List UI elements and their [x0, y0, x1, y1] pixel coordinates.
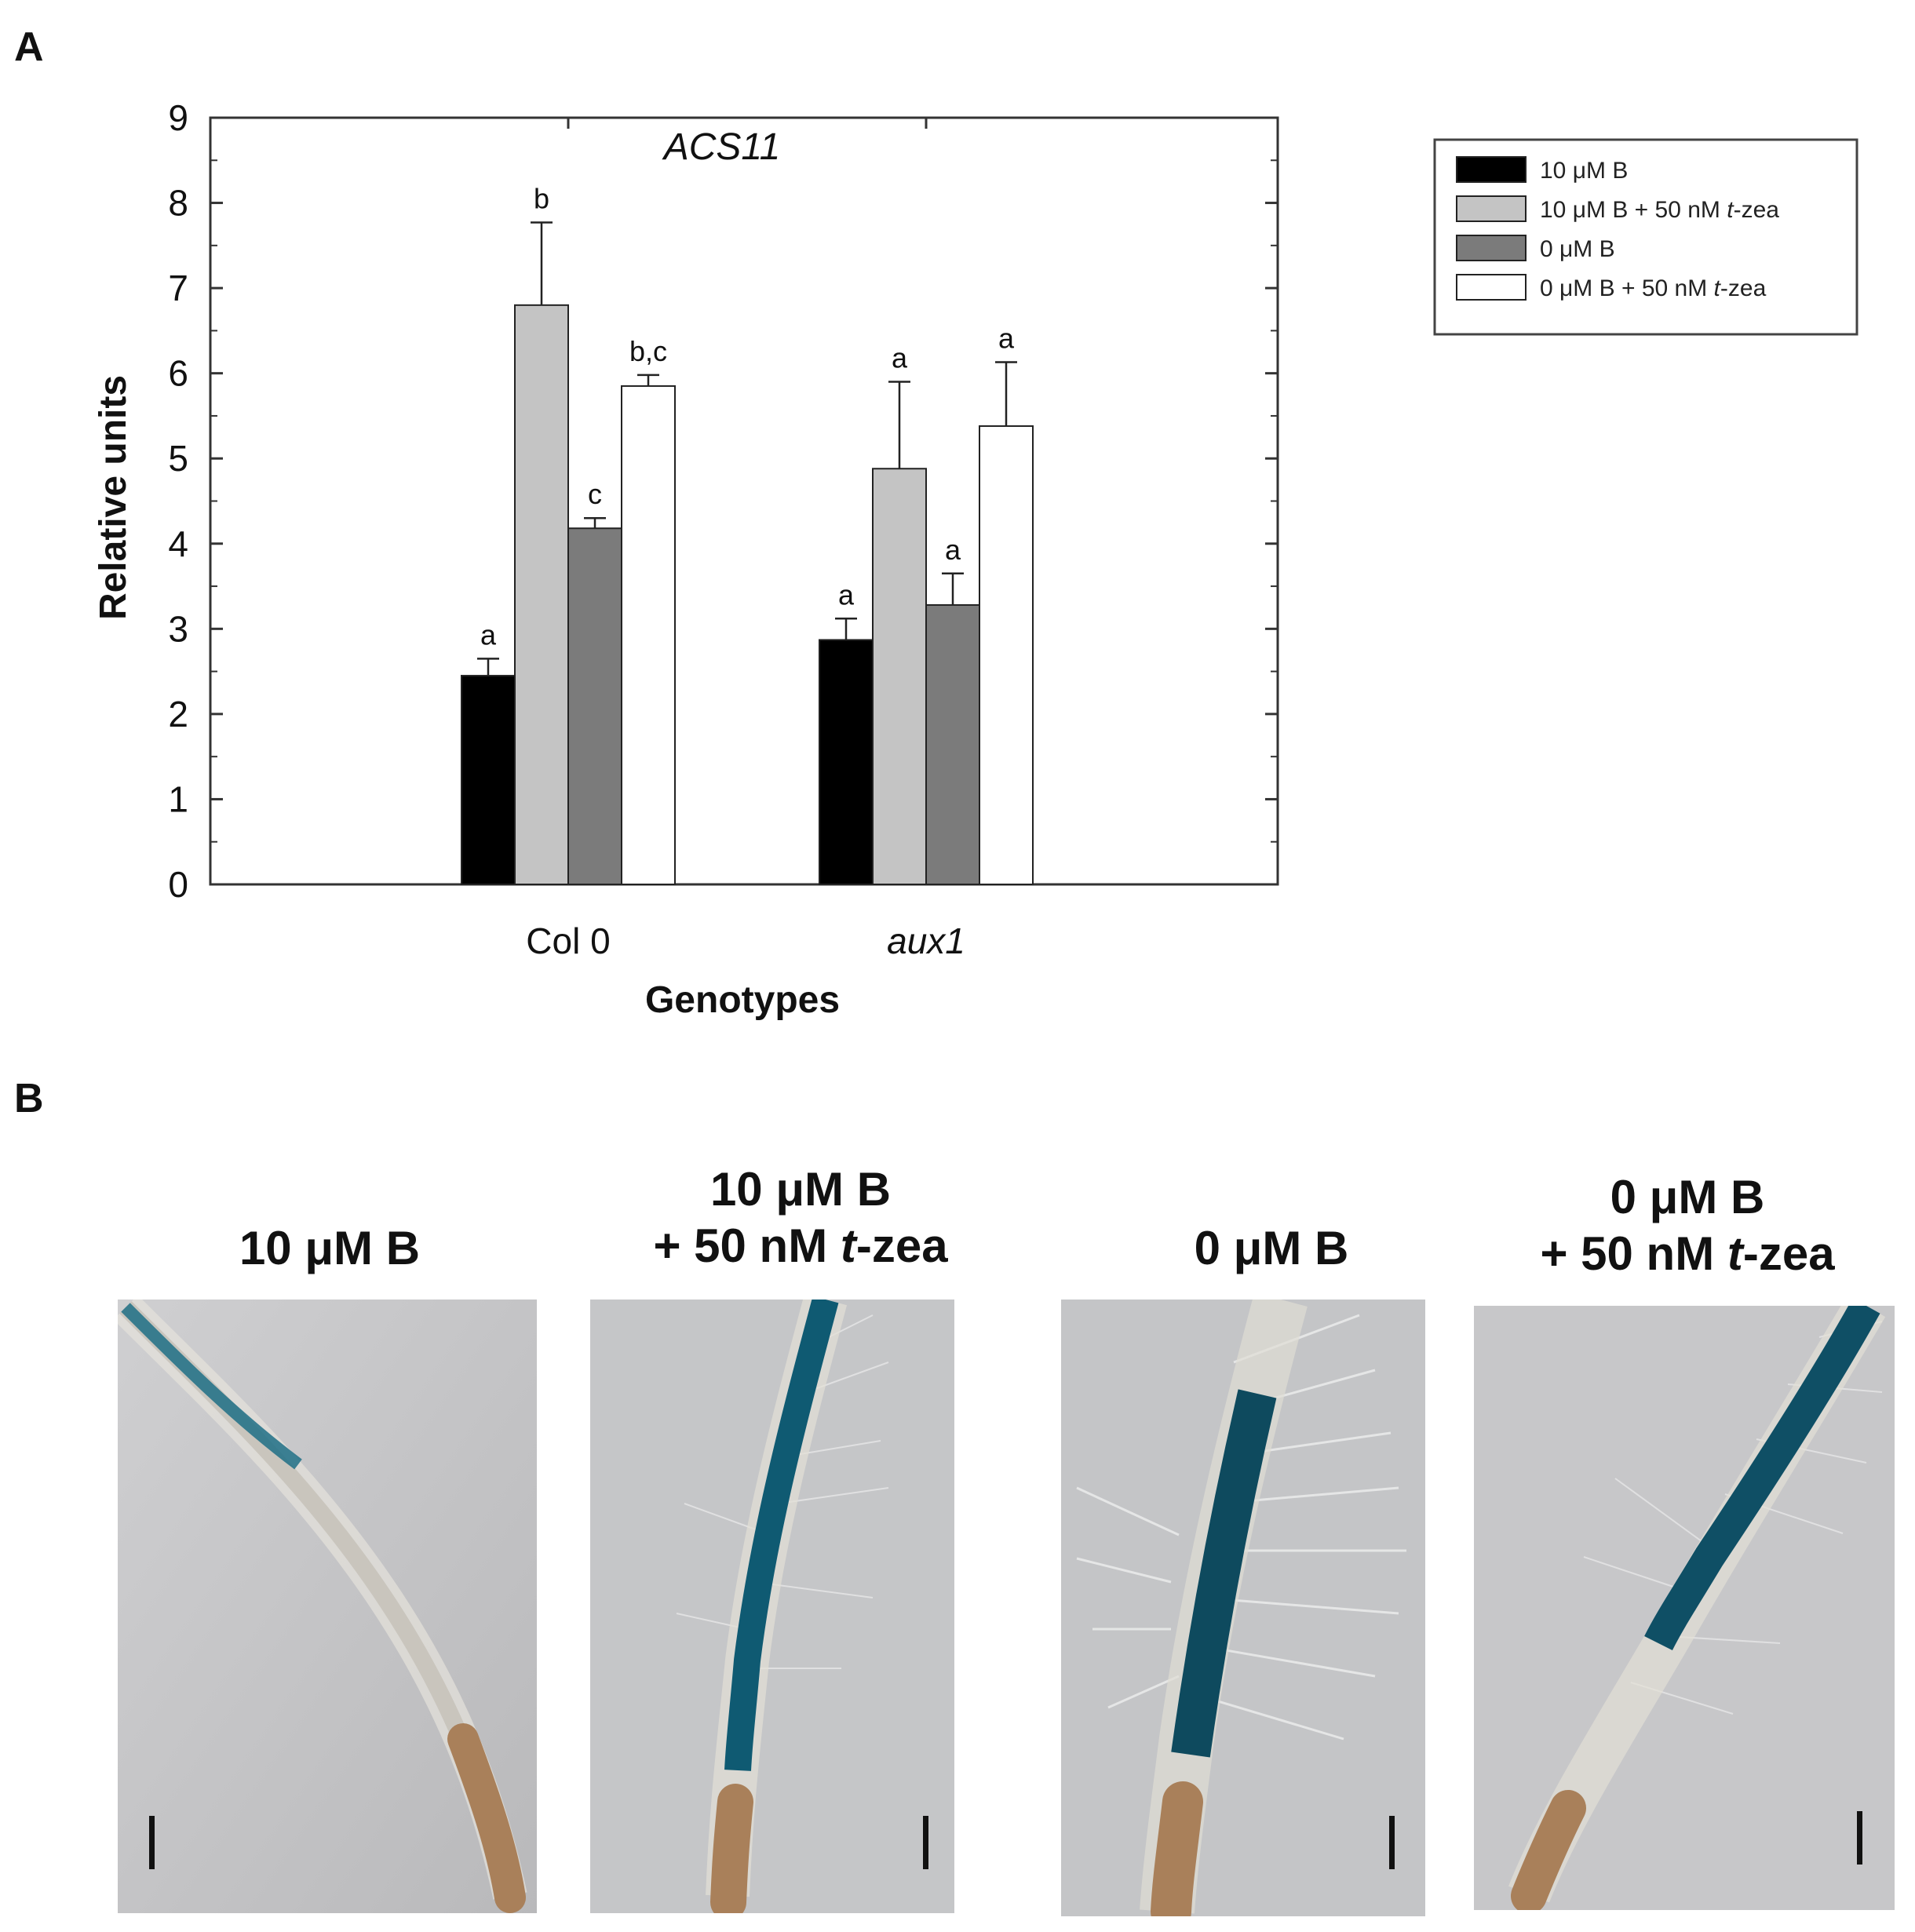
legend-swatch	[1456, 274, 1527, 301]
bar	[872, 468, 927, 885]
root-photo-2	[590, 1300, 954, 1913]
significance-letter: b	[534, 183, 549, 215]
photo-title-2: 10 μM B + 50 nM t-zea	[589, 1161, 1012, 1274]
y-tick-label: 1	[168, 778, 188, 819]
y-tick-label: 5	[168, 438, 188, 479]
plot-frame	[209, 116, 1279, 886]
bar	[461, 675, 516, 885]
y-axis-label: Relative units	[93, 375, 134, 620]
significance-letter: a	[838, 578, 855, 611]
photo-title-2-line-1: 10 μM B	[709, 1163, 892, 1216]
bar	[979, 425, 1034, 885]
legend: 10 μM B 10 μM B + 50 nM t-zea 0 μM B 0 μM B…	[1433, 138, 1858, 336]
significance-letter: c	[588, 478, 602, 510]
scale-bar-1	[149, 1816, 155, 1869]
scale-bar-4	[1857, 1811, 1862, 1865]
y-tick-label: 0	[168, 864, 188, 905]
chart-title: ACS11	[662, 126, 781, 168]
legend-swatch	[1456, 156, 1527, 183]
y-tick-label: 7	[168, 268, 188, 308]
scale-bar-2	[923, 1816, 928, 1869]
y-tick-label: 9	[168, 97, 188, 138]
x-category-label: aux1	[887, 920, 965, 961]
legend-swatch	[1456, 195, 1527, 222]
x-category-label: Col 0	[526, 920, 610, 961]
photo-title-1: 10 μM B	[118, 1220, 542, 1277]
significance-letter: a	[480, 618, 497, 651]
photo-title-3-line-1: 0 μM B	[1194, 1222, 1349, 1274]
y-tick-label: 8	[168, 183, 188, 224]
bar	[925, 603, 980, 886]
bar	[819, 639, 874, 885]
legend-label: 10 μM B + 50 nM t-zea	[1540, 197, 1779, 223]
root-photo-4	[1474, 1306, 1895, 1910]
root-photo-1	[118, 1300, 537, 1913]
bar	[514, 304, 569, 886]
y-tick-label: 6	[168, 353, 188, 394]
y-tick-label: 3	[168, 608, 188, 649]
photo-title-1-line-1: 10 μM B	[239, 1222, 421, 1274]
photo-title-4-line-1: 0 μM B	[1610, 1171, 1765, 1223]
photo-title-2-line-2: + 50 nM t-zea	[653, 1219, 948, 1272]
legend-label: 10 μM B	[1540, 158, 1628, 184]
bar	[567, 527, 622, 885]
scale-bar-3	[1389, 1816, 1395, 1869]
acs11-bar-chart: 0 1 2 3 4 5 6 7 8 9 Col 0 a b c b,c aux1 a a a a ACS11 Rela…	[93, 97, 1858, 1021]
significance-letter: a	[945, 534, 961, 566]
bar	[621, 385, 676, 885]
legend-swatch	[1456, 235, 1527, 261]
panel-b-label: B	[14, 1076, 44, 1121]
legend-label: 0 μM B + 50 nM t-zea	[1540, 275, 1767, 301]
significance-letter: a	[998, 323, 1015, 355]
significance-letter: a	[892, 342, 908, 374]
x-axis-label: Genotypes	[645, 979, 840, 1021]
photo-title-4: 0 μM B + 50 nM t-zea	[1475, 1169, 1899, 1282]
photo-title-4-line-2: + 50 nM t-zea	[1540, 1227, 1835, 1280]
legend-label: 0 μM B	[1540, 236, 1615, 262]
y-tick-label: 2	[168, 694, 188, 735]
y-tick-label: 4	[168, 523, 188, 564]
panel-a-label: A	[14, 24, 44, 70]
photo-title-3: 0 μM B	[1060, 1220, 1483, 1277]
significance-letter: b,c	[629, 335, 667, 367]
root-photo-3	[1061, 1300, 1425, 1916]
